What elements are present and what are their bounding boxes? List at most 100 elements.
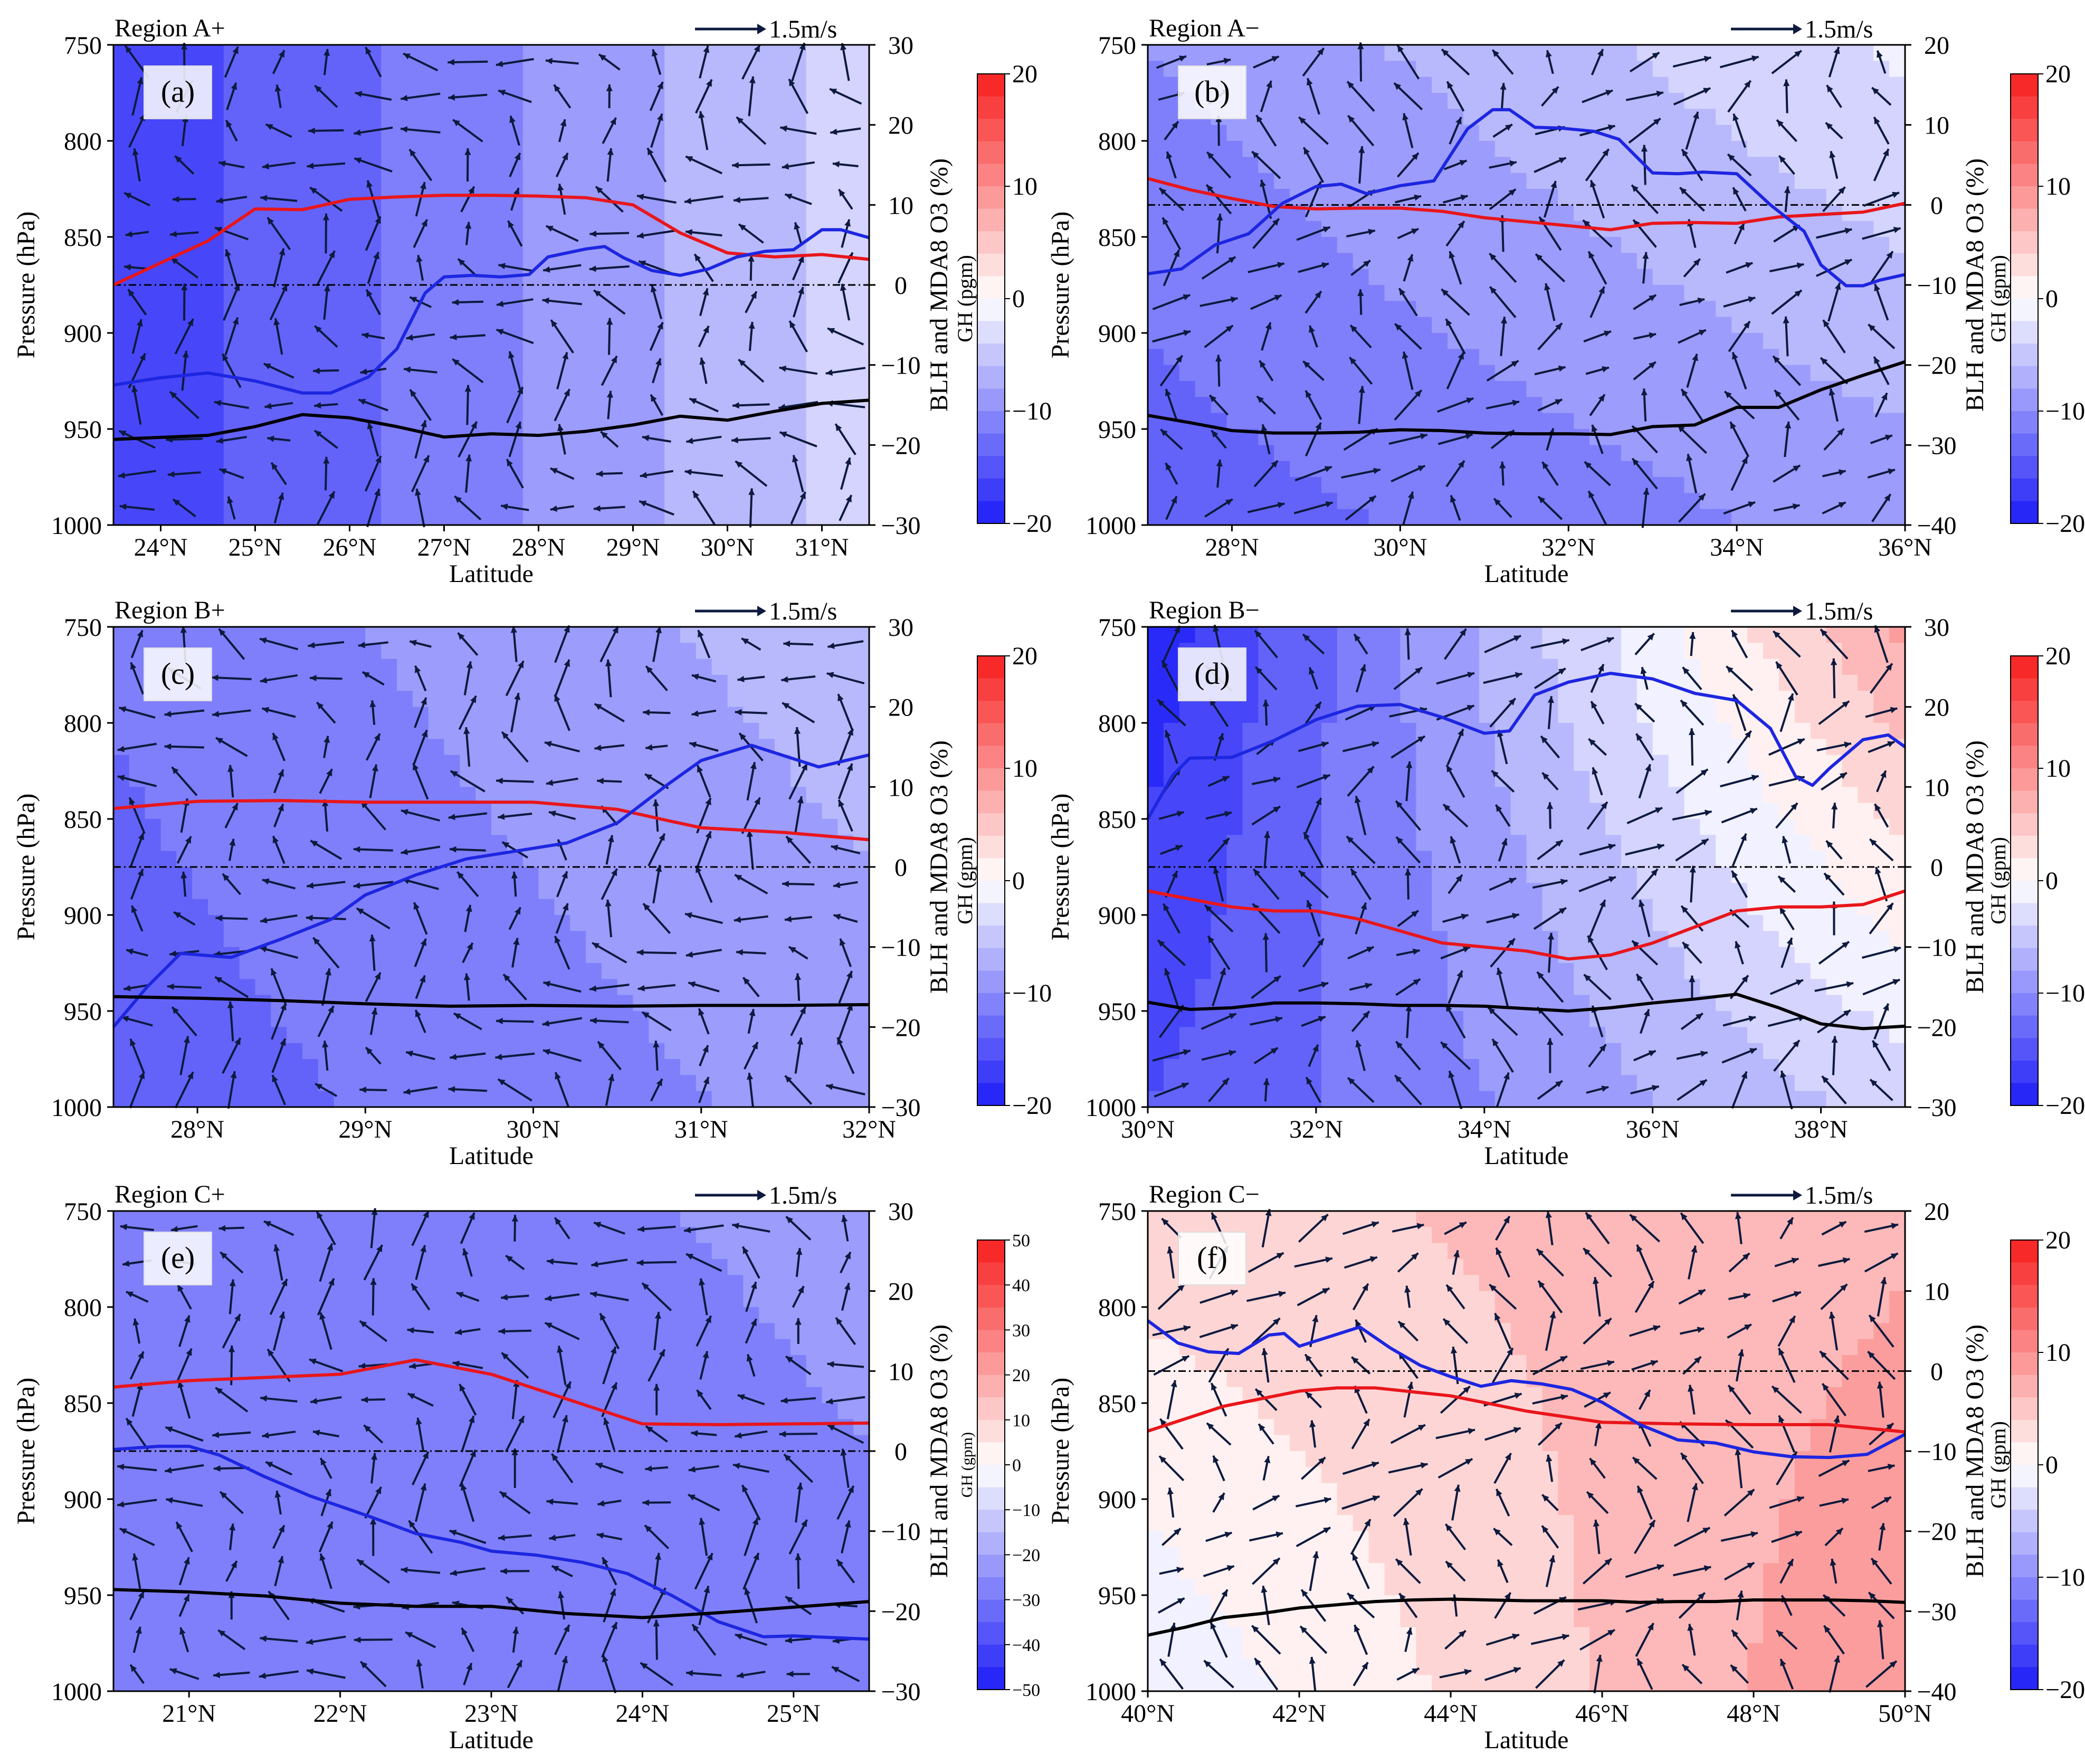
gh-cell xyxy=(1148,461,1164,478)
gh-cell xyxy=(334,867,350,884)
gh-cell xyxy=(381,477,397,494)
gh-cell xyxy=(491,157,508,174)
gh-cell xyxy=(727,883,744,900)
gh-cell xyxy=(538,723,555,740)
gh-cell xyxy=(192,867,208,884)
colorbar-tick-label: −20 xyxy=(1012,510,1052,538)
gh-cell xyxy=(586,125,602,141)
gh-cell xyxy=(1605,173,1622,189)
gh-cell xyxy=(239,61,256,78)
gh-cell xyxy=(1148,477,1164,494)
gh-cell xyxy=(491,109,508,126)
gh-cell xyxy=(1778,125,1795,141)
gh-cell xyxy=(1889,141,1906,158)
gh-cell xyxy=(1842,413,1859,430)
gh-cell xyxy=(208,125,224,141)
gh-cell xyxy=(1448,477,1464,494)
gh-cell xyxy=(1242,301,1259,318)
gh-cell xyxy=(475,61,492,78)
gh-cell xyxy=(1479,301,1496,318)
gh-cell xyxy=(208,269,224,285)
gh-cell xyxy=(1542,141,1559,158)
gh-cell xyxy=(633,707,650,723)
gh-cell xyxy=(318,899,335,916)
gh-cell xyxy=(145,787,161,804)
gh-cell xyxy=(743,285,759,302)
gh-cell xyxy=(113,963,130,980)
gh-cell xyxy=(1826,477,1843,494)
x-tick-label: 26°N xyxy=(323,533,377,561)
gh-cell xyxy=(1858,157,1874,174)
gh-cell xyxy=(775,173,791,189)
gh-cell xyxy=(176,723,193,740)
gh-cell xyxy=(1290,493,1306,510)
gh-cell xyxy=(1148,301,1164,318)
gh-cell xyxy=(491,771,508,788)
gh-cell xyxy=(617,691,634,708)
gh-cell xyxy=(1368,509,1385,526)
gh-cell xyxy=(1858,301,1874,318)
gh-cell xyxy=(617,659,634,675)
y2-tick-label: −10 xyxy=(1917,272,1956,300)
gh-cell xyxy=(633,819,650,836)
gh-cell xyxy=(790,931,807,948)
gh-cell xyxy=(444,867,461,884)
gh-cell xyxy=(727,755,744,771)
gh-cell xyxy=(287,509,303,526)
y2-tick-label: −10 xyxy=(881,352,920,380)
gh-cell xyxy=(208,413,224,430)
gh-cell xyxy=(727,173,744,189)
gh-cell xyxy=(397,883,413,900)
gh-cell xyxy=(837,349,854,366)
gh-cell xyxy=(287,61,303,78)
gh-cell xyxy=(302,755,319,771)
gh-cell xyxy=(223,899,240,916)
gh-cell xyxy=(664,237,681,254)
gh-cell xyxy=(775,947,791,964)
gh-cell xyxy=(617,867,634,884)
gh-cell xyxy=(775,931,791,948)
gh-cell xyxy=(113,109,130,126)
gh-cell xyxy=(633,317,650,333)
gh-cell xyxy=(680,883,697,900)
gh-cell xyxy=(381,627,397,644)
gh-cell xyxy=(1668,461,1685,478)
gh-cell xyxy=(1321,493,1338,510)
gh-cell xyxy=(192,707,208,723)
gh-cell xyxy=(381,173,397,189)
gh-cell xyxy=(853,141,870,158)
gh-cell xyxy=(1889,61,1906,78)
gh-cell xyxy=(334,109,350,126)
gh-cell xyxy=(287,803,303,819)
gh-cell xyxy=(208,819,224,836)
gh-cell xyxy=(1763,109,1779,126)
gh-cell xyxy=(617,237,634,254)
gh-cell xyxy=(160,205,177,222)
gh-cell xyxy=(1432,493,1448,510)
gh-cell xyxy=(287,659,303,675)
gh-cell xyxy=(617,269,634,285)
gh-cell xyxy=(1842,509,1859,526)
gh-cell xyxy=(239,723,256,740)
gh-cell xyxy=(759,349,775,366)
gh-cell xyxy=(444,723,461,740)
gh-cell xyxy=(853,643,870,660)
gh-cell xyxy=(1337,45,1354,62)
gh-cell xyxy=(302,445,319,462)
gh-cell xyxy=(806,141,823,158)
gh-cell xyxy=(1384,125,1401,141)
gh-cell xyxy=(145,285,161,302)
gh-cell xyxy=(1558,429,1574,446)
gh-cell xyxy=(1274,125,1290,141)
gh-cell xyxy=(287,445,303,462)
gh-cell xyxy=(664,157,681,174)
colorbar-segment xyxy=(977,411,1005,434)
gh-cell xyxy=(743,205,759,222)
gh-cell xyxy=(586,349,602,366)
gh-cell xyxy=(1558,301,1574,318)
gh-cell xyxy=(680,349,697,366)
gh-cell xyxy=(633,915,650,932)
gh-cell xyxy=(176,755,193,771)
gh-cell xyxy=(775,205,791,222)
gh-cell xyxy=(1794,173,1811,189)
